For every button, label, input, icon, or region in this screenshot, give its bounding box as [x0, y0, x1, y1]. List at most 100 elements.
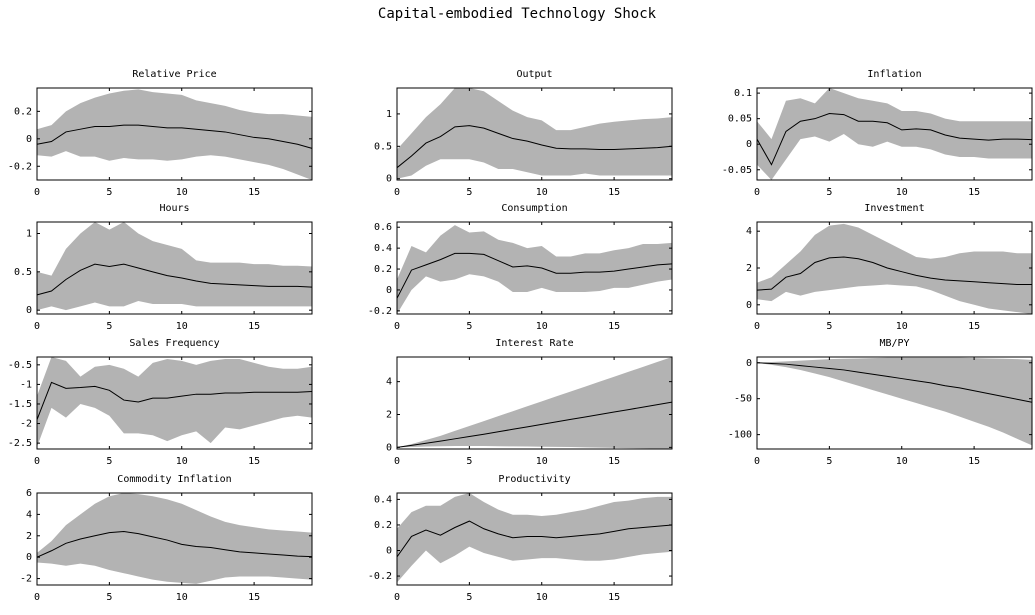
y-tick-label: -1.5: [8, 399, 32, 410]
x-tick-label: 15: [968, 456, 980, 467]
axes-frame: [756, 87, 1033, 181]
x-tick-label: 5: [106, 456, 112, 467]
y-tick-label: 0.4: [374, 243, 392, 254]
y-tick-label: -50: [734, 394, 752, 405]
response-line: [396, 401, 673, 448]
axes-frame: [756, 356, 1033, 450]
x-tick-label: 10: [536, 187, 548, 198]
response-line: [36, 531, 313, 558]
x-tick-label: 0: [394, 592, 400, 603]
y-tick-label: -2: [20, 574, 32, 585]
axes-frame: [396, 221, 673, 315]
x-tick-label: 10: [176, 456, 188, 467]
confidence-band: [37, 222, 312, 311]
subplot-title: Interest Rate: [495, 338, 573, 349]
y-tick-label: 0.1: [734, 88, 752, 99]
axes-frame: [396, 492, 673, 586]
response-line: [36, 381, 313, 420]
subplot-title: Investment: [864, 203, 924, 214]
response-line: [396, 125, 673, 169]
subplot-title: MB/PY: [879, 338, 909, 349]
y-tick-label: -0.2: [368, 571, 392, 582]
y-tick-label: 0.6: [374, 222, 392, 233]
y-tick-label: 0: [386, 174, 392, 185]
y-tick-label: 0: [26, 305, 32, 316]
x-tick-label: 10: [176, 592, 188, 603]
axes-frame: [396, 356, 673, 450]
x-tick-label: 15: [248, 456, 260, 467]
x-tick-label: 5: [466, 456, 472, 467]
y-tick-label: 0.4: [374, 494, 392, 505]
y-tick-label: -100: [728, 430, 752, 441]
response-line: [756, 256, 1032, 291]
y-tick-label: 0: [746, 139, 752, 150]
x-tick-label: 5: [466, 321, 472, 332]
confidence-band: [757, 88, 1032, 180]
response-line: [36, 263, 313, 296]
x-tick-label: 10: [536, 456, 548, 467]
y-tick-label: 2: [386, 410, 392, 421]
subplot-title: Consumption: [501, 203, 567, 214]
subplot-title: Sales Frequency: [129, 338, 219, 349]
x-tick-label: 0: [754, 187, 760, 198]
response-line: [756, 113, 1033, 166]
confidence-band: [397, 493, 672, 583]
x-tick-label: 0: [394, 321, 400, 332]
confidence-band: [37, 357, 312, 448]
response-line: [396, 520, 673, 558]
y-tick-label: 0: [386, 285, 392, 296]
y-tick-label: -0.2: [8, 161, 32, 172]
subplot-title: Commodity Inflation: [117, 474, 231, 485]
y-tick-label: 2: [746, 263, 752, 274]
y-tick-label: -2: [20, 419, 32, 430]
subplot-title: Hours: [159, 203, 189, 214]
y-tick-label: 0: [746, 300, 752, 311]
response-line: [756, 362, 1033, 403]
y-tick-label: 0: [386, 442, 392, 453]
y-tick-label: 1: [386, 109, 392, 120]
x-tick-label: 15: [608, 321, 620, 332]
x-tick-label: 5: [826, 456, 832, 467]
x-tick-label: 15: [968, 187, 980, 198]
x-tick-label: 0: [34, 592, 40, 603]
y-tick-label: 2: [26, 531, 32, 542]
figure-title: Capital-embodied Technology Shock: [378, 6, 657, 22]
subplot-title: Inflation: [867, 69, 921, 80]
x-tick-label: 10: [176, 321, 188, 332]
x-tick-label: 5: [826, 321, 832, 332]
y-tick-label: -0.2: [368, 306, 392, 317]
confidence-band: [757, 357, 1032, 446]
y-tick-label: -2.5: [8, 438, 32, 449]
axes-frame: [36, 87, 313, 181]
x-tick-label: 15: [968, 321, 980, 332]
x-tick-label: 0: [754, 321, 760, 332]
y-tick-label: -0.05: [722, 165, 752, 176]
x-tick-label: 15: [248, 592, 260, 603]
subplot-title: Output: [516, 69, 552, 80]
x-tick-label: 10: [896, 321, 908, 332]
x-tick-label: 15: [608, 187, 620, 198]
x-tick-label: 10: [896, 456, 908, 467]
y-tick-label: 4: [26, 509, 32, 520]
y-tick-label: 0: [386, 546, 392, 557]
subplot-title: Productivity: [498, 474, 570, 485]
confidence-band: [757, 223, 1032, 314]
x-tick-label: 0: [34, 456, 40, 467]
y-tick-label: -1: [20, 379, 32, 390]
x-tick-label: 0: [34, 187, 40, 198]
y-tick-label: 0: [746, 358, 752, 369]
x-tick-label: 5: [466, 592, 472, 603]
x-tick-label: 5: [106, 592, 112, 603]
x-tick-label: 0: [34, 321, 40, 332]
y-tick-label: 4: [386, 377, 392, 388]
confidence-band: [37, 493, 312, 584]
y-tick-label: 0.5: [14, 267, 32, 278]
x-tick-label: 5: [106, 321, 112, 332]
x-tick-label: 5: [106, 187, 112, 198]
x-tick-label: 15: [608, 456, 620, 467]
y-tick-label: 0.05: [728, 114, 752, 125]
x-tick-label: 10: [176, 187, 188, 198]
response-line: [396, 252, 673, 299]
y-tick-label: 0: [26, 552, 32, 563]
